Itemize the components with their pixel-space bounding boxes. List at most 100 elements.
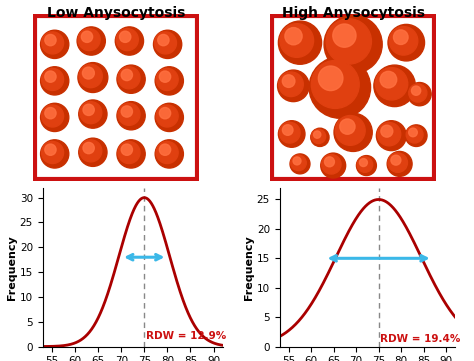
- Circle shape: [116, 29, 138, 51]
- Circle shape: [80, 140, 102, 162]
- Circle shape: [41, 67, 69, 95]
- Circle shape: [117, 102, 145, 130]
- Y-axis label: Frequency: Frequency: [7, 235, 17, 300]
- Circle shape: [319, 66, 343, 91]
- Circle shape: [374, 65, 415, 106]
- Circle shape: [380, 71, 397, 88]
- Circle shape: [340, 119, 355, 134]
- Circle shape: [280, 24, 314, 57]
- Circle shape: [377, 122, 401, 146]
- Circle shape: [80, 102, 102, 124]
- Circle shape: [293, 157, 301, 165]
- Circle shape: [41, 140, 69, 168]
- Circle shape: [156, 142, 178, 164]
- Circle shape: [158, 34, 169, 46]
- Circle shape: [311, 129, 326, 144]
- Circle shape: [159, 71, 171, 82]
- Y-axis label: Frequency: Frequency: [244, 235, 254, 300]
- Text: Low Anysocytosis: Low Anysocytosis: [47, 6, 185, 21]
- Circle shape: [41, 30, 69, 58]
- Circle shape: [78, 29, 100, 51]
- Text: High Anysocytosis: High Anysocytosis: [282, 6, 425, 21]
- Circle shape: [334, 113, 372, 152]
- Circle shape: [77, 27, 105, 55]
- Circle shape: [283, 75, 295, 87]
- Circle shape: [45, 34, 56, 46]
- Circle shape: [326, 19, 372, 64]
- Circle shape: [309, 57, 371, 118]
- Circle shape: [121, 106, 133, 117]
- Circle shape: [357, 157, 373, 172]
- Circle shape: [311, 61, 359, 108]
- Circle shape: [155, 140, 183, 168]
- Circle shape: [42, 32, 64, 54]
- Circle shape: [325, 157, 335, 167]
- Circle shape: [42, 142, 64, 164]
- Circle shape: [79, 138, 107, 166]
- Circle shape: [388, 153, 408, 172]
- Circle shape: [117, 65, 145, 93]
- Circle shape: [156, 69, 178, 91]
- Circle shape: [290, 154, 310, 174]
- Circle shape: [393, 30, 408, 44]
- Circle shape: [278, 121, 305, 147]
- Circle shape: [409, 128, 417, 137]
- Circle shape: [321, 153, 346, 178]
- Circle shape: [42, 105, 64, 127]
- Circle shape: [115, 27, 144, 55]
- Circle shape: [117, 140, 145, 168]
- Circle shape: [279, 122, 300, 143]
- Text: RDW = 12.9%: RDW = 12.9%: [146, 331, 226, 341]
- Circle shape: [155, 67, 183, 95]
- Circle shape: [387, 152, 412, 177]
- Circle shape: [42, 69, 64, 91]
- Circle shape: [83, 104, 94, 116]
- Text: RDW = 19.4%: RDW = 19.4%: [380, 334, 460, 344]
- Circle shape: [391, 155, 401, 165]
- Circle shape: [78, 62, 108, 92]
- Circle shape: [82, 31, 92, 43]
- Circle shape: [356, 156, 376, 175]
- Circle shape: [121, 69, 133, 81]
- Circle shape: [336, 116, 365, 145]
- Circle shape: [154, 30, 182, 58]
- Circle shape: [283, 125, 293, 135]
- Circle shape: [311, 128, 329, 147]
- Circle shape: [121, 144, 133, 155]
- Circle shape: [118, 142, 140, 164]
- Circle shape: [41, 103, 69, 131]
- Circle shape: [388, 25, 425, 61]
- Circle shape: [278, 70, 309, 101]
- Circle shape: [79, 64, 102, 88]
- Circle shape: [156, 105, 178, 127]
- Circle shape: [375, 68, 408, 100]
- Circle shape: [279, 72, 303, 97]
- Circle shape: [155, 103, 183, 131]
- Circle shape: [324, 15, 382, 73]
- Circle shape: [389, 27, 418, 55]
- Circle shape: [118, 103, 140, 125]
- Circle shape: [119, 31, 131, 43]
- Circle shape: [285, 27, 302, 45]
- Circle shape: [406, 126, 423, 143]
- Circle shape: [45, 71, 56, 82]
- Circle shape: [83, 142, 94, 154]
- Circle shape: [155, 32, 176, 54]
- Circle shape: [45, 108, 56, 119]
- Circle shape: [381, 125, 393, 137]
- Circle shape: [278, 21, 321, 64]
- Circle shape: [405, 125, 427, 147]
- Circle shape: [322, 155, 341, 174]
- Circle shape: [408, 83, 431, 106]
- Circle shape: [291, 155, 306, 171]
- Circle shape: [159, 108, 171, 119]
- Circle shape: [411, 86, 421, 95]
- Circle shape: [79, 100, 107, 128]
- Circle shape: [409, 84, 427, 102]
- Circle shape: [45, 144, 56, 155]
- Circle shape: [159, 144, 171, 155]
- Circle shape: [359, 158, 367, 166]
- Circle shape: [333, 24, 356, 47]
- Circle shape: [313, 131, 321, 138]
- Circle shape: [118, 67, 140, 89]
